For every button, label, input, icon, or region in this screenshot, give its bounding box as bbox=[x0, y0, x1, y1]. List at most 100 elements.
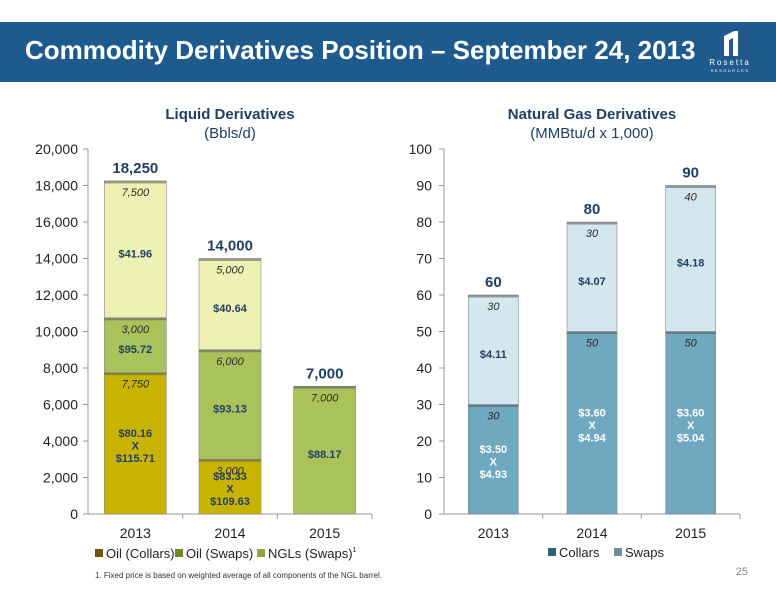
gas-volume-label: 50 bbox=[685, 338, 698, 350]
liquid-y-tick-label: 14,000 bbox=[35, 251, 78, 267]
liquid-price-label: $115.71 bbox=[116, 453, 155, 465]
liquid-y-tick-label: 20,000 bbox=[35, 141, 78, 157]
liquid-chart-title: Liquid Derivatives bbox=[165, 106, 294, 123]
gas-volume-label: 30 bbox=[487, 301, 500, 313]
liquid-legend-label: Oil (Collars) bbox=[106, 546, 175, 561]
liquid-legend-swatch bbox=[95, 549, 103, 557]
gas-total-label: 60 bbox=[485, 274, 502, 291]
gas-price-label: $3.50 bbox=[480, 444, 508, 456]
liquid-bar-segment-edge bbox=[199, 459, 261, 462]
liquid-y-tick-label: 18,000 bbox=[35, 178, 78, 194]
gas-price-label: $3.60 bbox=[677, 407, 705, 419]
liquid-total-label: 18,250 bbox=[112, 160, 158, 177]
liquid-price-label: $80.16 bbox=[119, 428, 153, 440]
gas-x-tick-label: 2014 bbox=[576, 525, 607, 541]
liquid-price-label: $88.17 bbox=[308, 449, 342, 461]
gas-legend-label: Swaps bbox=[625, 545, 665, 560]
gas-volume-label: 40 bbox=[685, 192, 698, 204]
liquid-bar-segment bbox=[104, 317, 167, 373]
liquid-chart-subtitle: (Bbls/d) bbox=[204, 125, 256, 142]
gas-bar-segment-edge bbox=[567, 222, 617, 225]
liquid-volume-label: 7,500 bbox=[122, 187, 150, 199]
gas-legend-swatch bbox=[614, 548, 622, 556]
gas-price-label: $4.93 bbox=[480, 469, 508, 481]
gas-bar-segment bbox=[468, 294, 519, 405]
liquid-legend-label: NGLs (Swaps)1 bbox=[268, 546, 357, 561]
gas-y-tick-label: 100 bbox=[409, 141, 433, 157]
liquid-price-label: $109.63 bbox=[210, 496, 250, 508]
page-number: 25 bbox=[735, 566, 748, 578]
liquid-y-tick-label: 12,000 bbox=[35, 287, 78, 303]
header-bar: Commodity Derivatives Position – Septemb… bbox=[0, 22, 776, 82]
gas-y-tick-label: 20 bbox=[416, 433, 432, 449]
liquid-y-tick-label: 16,000 bbox=[35, 214, 78, 230]
liquid-price-label: $95.72 bbox=[119, 344, 153, 356]
gas-volume-label: 50 bbox=[586, 338, 599, 350]
liquid-volume-label: 3,000 bbox=[122, 324, 150, 336]
logo-name: Rosetta bbox=[709, 58, 751, 67]
liquid-bar-segment bbox=[104, 180, 167, 319]
liquid-bar-segment bbox=[198, 458, 262, 515]
gas-price-label: X bbox=[588, 420, 596, 432]
gas-bar-segment bbox=[468, 404, 519, 515]
liquid-volume-label: 7,000 bbox=[311, 392, 339, 404]
gas-x-tick-label: 2013 bbox=[478, 525, 509, 541]
liquid-volume-label: 5,000 bbox=[216, 265, 244, 277]
gas-y-tick-label: 90 bbox=[416, 178, 432, 194]
legend-footnote-marker: 1 bbox=[353, 547, 357, 554]
gas-chart-subtitle: (MMBtu/d x 1,000) bbox=[530, 125, 653, 142]
liquid-total-label: 14,000 bbox=[207, 238, 253, 255]
liquid-bar-segment bbox=[293, 385, 356, 515]
gas-bar-segment-edge bbox=[665, 331, 716, 334]
liquid-price-label: $40.64 bbox=[213, 303, 248, 315]
gas-volume-label: 30 bbox=[487, 411, 500, 423]
liquid-y-tick-label: 6,000 bbox=[43, 397, 78, 413]
gas-y-tick-label: 30 bbox=[416, 397, 432, 413]
gas-price-label: $4.11 bbox=[480, 349, 507, 361]
liquid-y-tick-label: 2,000 bbox=[43, 470, 78, 486]
gas-y-tick-label: 60 bbox=[416, 287, 432, 303]
liquid-bar-segment-edge bbox=[199, 258, 261, 261]
liquid-bar-segment bbox=[198, 349, 262, 460]
liquid-legend-label: Oil (Swaps) bbox=[186, 546, 253, 561]
liquid-bar-segment bbox=[104, 372, 167, 515]
gas-price-label: $4.94 bbox=[578, 432, 606, 444]
gas-price-label: $4.18 bbox=[677, 258, 705, 270]
liquid-x-tick-label: 2015 bbox=[309, 525, 340, 541]
gas-y-tick-label: 10 bbox=[416, 470, 432, 486]
liquid-price-label: $83.33 bbox=[213, 471, 247, 483]
gas-bar-segment-edge bbox=[468, 295, 519, 298]
liquid-y-tick-label: 10,000 bbox=[35, 324, 78, 340]
liquid-volume-label: 7,750 bbox=[122, 379, 150, 391]
liquid-price-label: X bbox=[132, 440, 140, 452]
liquid-bar-segment-edge bbox=[199, 349, 261, 353]
page-title: Commodity Derivatives Position – Septemb… bbox=[25, 35, 696, 65]
liquid-bar-segment-edge bbox=[104, 372, 167, 376]
liquid-price-label: $41.96 bbox=[119, 248, 153, 260]
liquid-legend-swatch bbox=[257, 549, 265, 557]
liquid-total-label: 7,000 bbox=[306, 365, 344, 382]
liquid-volume-label: 6,000 bbox=[216, 356, 244, 368]
gas-bar-segment bbox=[566, 221, 618, 332]
liquid-bar-segment bbox=[198, 258, 262, 351]
gas-legend-swatch bbox=[548, 548, 556, 556]
company-logo: Rosetta RESOURCES bbox=[698, 28, 762, 76]
liquid-x-tick-label: 2013 bbox=[120, 525, 151, 541]
gas-bar-segment bbox=[665, 185, 716, 332]
logo-subtitle: RESOURCES bbox=[710, 68, 750, 73]
gas-price-label: X bbox=[687, 420, 695, 432]
gas-price-label: X bbox=[490, 456, 498, 468]
gas-x-tick-label: 2015 bbox=[675, 525, 706, 541]
gas-y-tick-label: 0 bbox=[424, 506, 432, 522]
gas-y-tick-label: 80 bbox=[416, 214, 432, 230]
footnote: 1. Fixed price is based on weighted aver… bbox=[95, 571, 382, 580]
liquid-y-tick-label: 4,000 bbox=[43, 433, 78, 449]
gas-bar-segment-edge bbox=[567, 331, 617, 334]
liquid-price-label: $93.13 bbox=[213, 404, 247, 416]
gas-y-tick-label: 40 bbox=[416, 360, 432, 376]
gas-price-label: $3.60 bbox=[578, 407, 606, 419]
gas-bar-segment-edge bbox=[665, 185, 716, 188]
liquid-x-tick-label: 2014 bbox=[214, 525, 245, 541]
liquid-bar-segment-edge bbox=[293, 386, 356, 389]
